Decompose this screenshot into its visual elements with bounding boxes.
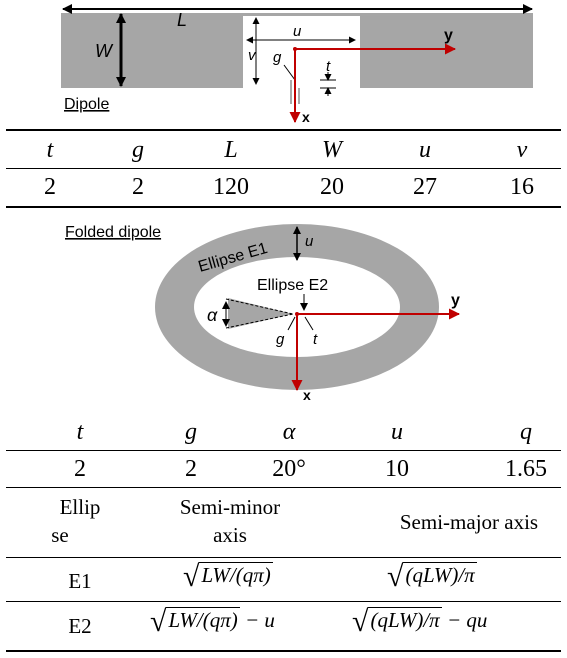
minor-e2-suffix: − u — [239, 608, 275, 632]
label-ellipse-e2: Ellipse E2 — [257, 277, 328, 294]
label-y: y — [444, 27, 453, 44]
label-x: x — [303, 387, 311, 403]
ellipse-row-e1-minor: √LW/(qπ) — [183, 560, 273, 596]
ellipse-row-e1-name: E1 — [68, 569, 92, 593]
folded-value-alpha: 20° — [272, 456, 306, 482]
folded-value-t: 2 — [74, 456, 86, 482]
ellipse-row-e2-name: E2 — [68, 614, 92, 638]
dipole-header-L: L — [224, 137, 238, 163]
dipole-value-u: 27 — [413, 174, 437, 200]
dipole-table-bottom-rule — [6, 206, 561, 208]
ellipse-row-e1-major: √(qLW)/π — [387, 560, 477, 596]
dipole-value-W: 20 — [320, 174, 344, 200]
label-g: g — [273, 49, 282, 66]
label-y: y — [451, 292, 460, 309]
origin-dot — [293, 47, 297, 51]
radicand-minor-e2: LW/(qπ) — [166, 607, 240, 632]
dipole-header-W: W — [322, 137, 342, 163]
dipole-value-v: 16 — [510, 174, 534, 200]
alpha-dash-top — [225, 298, 294, 315]
dipole-value-L: 120 — [213, 174, 249, 200]
minor-col-header-line2: axis — [213, 523, 247, 547]
dipole-caption: Dipole — [64, 96, 109, 113]
dipole-header-t: t — [46, 137, 54, 163]
dipole-inset-box — [243, 16, 360, 88]
label-g: g — [276, 331, 285, 348]
folded-header-t: t — [76, 419, 84, 445]
sqrt-symbol: √ — [387, 560, 404, 593]
ellipse-table-rule-1 — [6, 557, 561, 558]
folded-header-alpha: α — [282, 419, 296, 445]
alpha-dash-bottom — [225, 313, 294, 329]
folded-header-u: u — [391, 419, 403, 445]
sqrt-symbol: √ — [150, 605, 167, 638]
ellipse-row-e2-major: √(qLW)/π − qu — [352, 605, 487, 641]
origin-dot — [295, 312, 299, 316]
minor-col-header-line1: Semi-minor — [179, 495, 281, 519]
major-e2-suffix: − qu — [441, 608, 488, 632]
sqrt-symbol: √ — [183, 560, 200, 593]
ellipse-row-e2-minor: √LW/(qπ) − u — [150, 605, 275, 641]
dipole-header-u: u — [419, 137, 431, 163]
ellipse-col-header-line1: Ellip — [59, 495, 101, 519]
dipole-value-t: 2 — [44, 174, 56, 200]
major-col-header: Semi-major axis — [399, 510, 539, 534]
label-alpha: α — [207, 305, 218, 325]
label-t: t — [313, 331, 318, 348]
ellipse-table-rule-2 — [6, 601, 561, 602]
ellipse-table-bottom-rule — [6, 650, 561, 652]
label-u: u — [305, 233, 314, 250]
folded-value-g: 2 — [185, 456, 197, 482]
folded-header-g: g — [185, 419, 197, 445]
label-t: t — [326, 58, 331, 75]
radicand-minor-e1: LW/(qπ) — [199, 562, 273, 587]
g-leader — [283, 64, 296, 81]
dipole-header-v: v — [516, 137, 528, 163]
folded-table-mid-rule — [6, 487, 561, 488]
left-feed-wedge — [228, 298, 293, 329]
dipole-header-g: g — [132, 137, 144, 163]
label-u: u — [293, 23, 302, 40]
folded-table-top-rule — [6, 450, 561, 451]
dipole-table-mid-rule — [6, 168, 561, 169]
label-L: L — [177, 10, 187, 30]
dipole-value-g: 2 — [132, 174, 144, 200]
ellipse-e2 — [194, 257, 400, 357]
dipole-diagram: L W u v g t y x Dipole — [61, 4, 533, 125]
label-W: W — [95, 41, 114, 61]
folded-header-q: q — [520, 419, 532, 445]
dipole-table-top-rule — [6, 129, 561, 131]
radicand-major-e2: (qLW)/π — [368, 607, 442, 632]
sqrt-symbol: √ — [352, 605, 369, 638]
folded-caption: Folded dipole — [65, 224, 161, 241]
label-x: x — [302, 109, 310, 125]
ellipse-col-header-line2: se — [51, 523, 69, 547]
folded-dipole-diagram: Ellipse E1 Ellipse E2 u α g t y x Folded… — [65, 224, 460, 403]
folded-value-u: 10 — [385, 456, 409, 482]
g-leader — [287, 316, 296, 331]
t-leader — [304, 316, 314, 331]
label-v: v — [248, 47, 257, 64]
radicand-major-e1: (qLW)/π — [403, 562, 477, 587]
folded-value-q: 1.65 — [505, 456, 547, 482]
